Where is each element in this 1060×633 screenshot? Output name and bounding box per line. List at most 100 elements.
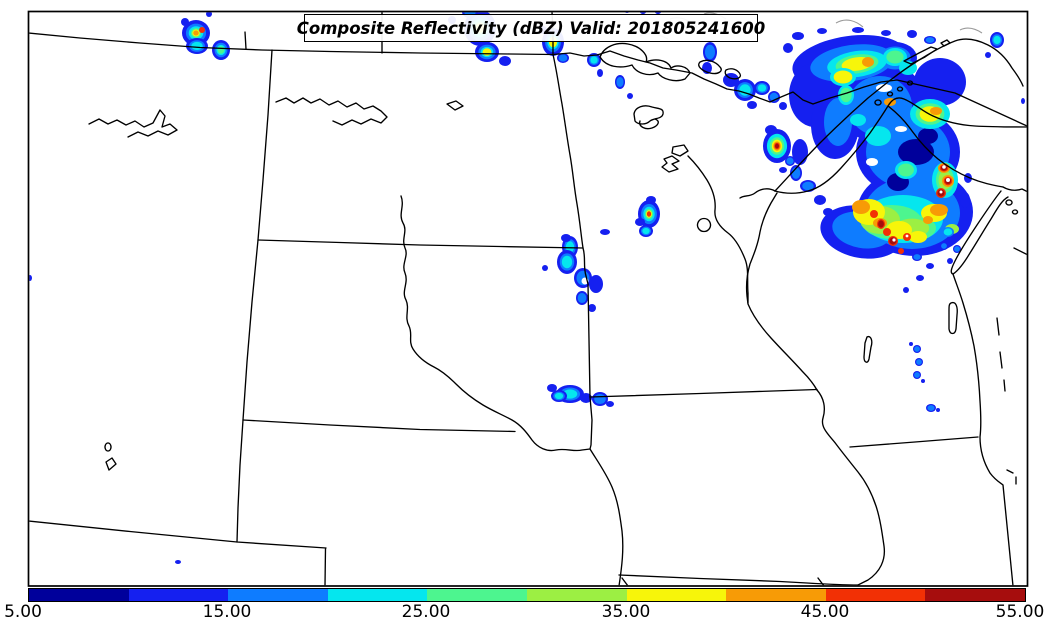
radar-echo	[852, 200, 870, 214]
radar-echo	[217, 46, 225, 54]
radar-echo	[561, 255, 573, 269]
radar-echo	[814, 195, 826, 205]
radar-echo	[558, 54, 568, 62]
geo-line	[948, 301, 958, 335]
geo-line	[816, 389, 886, 586]
radar-echo	[925, 37, 935, 43]
radar-echo	[792, 32, 804, 40]
radar-echo	[926, 263, 934, 269]
geo-line	[236, 49, 273, 543]
radar-echo	[588, 304, 596, 312]
radar-echo	[916, 275, 924, 281]
radar-echo	[876, 84, 892, 92]
geo-line	[242, 419, 516, 433]
radar-echo	[898, 248, 904, 254]
radar-echo	[886, 50, 904, 64]
geo-line	[671, 144, 689, 157]
geo-line	[275, 97, 388, 126]
geo-line	[29, 32, 554, 56]
radar-echo	[892, 238, 896, 242]
radar-echo	[646, 211, 652, 217]
radar-echo	[786, 157, 794, 165]
colorbar-segment	[726, 589, 826, 601]
radar-echo	[898, 163, 914, 177]
colorbar-segment	[925, 589, 1025, 601]
radar-echo	[655, 12, 661, 14]
radar-echo	[942, 165, 946, 169]
geo-line	[621, 577, 825, 586]
radar-echo	[191, 41, 203, 51]
geo-line	[633, 105, 664, 130]
radar-echo	[866, 158, 878, 166]
radar-echo	[193, 30, 199, 36]
geo-line	[661, 155, 680, 173]
colorbar	[28, 588, 1026, 602]
geo-line	[589, 396, 624, 586]
radar-echo	[964, 173, 972, 183]
colorbar-segment	[427, 589, 527, 601]
geo-line	[400, 195, 591, 452]
radar-echo	[565, 241, 575, 253]
radar-echo	[757, 84, 767, 92]
geo-line	[745, 192, 818, 391]
geo-line	[552, 50, 1027, 127]
radar-echo	[606, 401, 614, 407]
radar-echo	[954, 246, 960, 252]
radar-echo	[936, 408, 940, 412]
radar-echo	[907, 30, 917, 38]
geo-line	[589, 388, 818, 398]
geo-line	[446, 100, 464, 111]
radar-echo-layer	[29, 12, 1025, 564]
radar-echo	[898, 139, 934, 165]
radar-echo	[993, 35, 1001, 45]
radar-echo	[941, 243, 947, 249]
radar-echo	[862, 57, 874, 67]
radar-echo	[747, 101, 757, 109]
radar-echo	[181, 18, 189, 26]
radar-echo	[914, 346, 920, 352]
radar-echo	[909, 342, 913, 346]
radar-echo	[765, 125, 777, 135]
radar-echo	[547, 384, 557, 392]
radar-echo	[627, 93, 633, 99]
radar-echo	[1021, 98, 1025, 104]
radar-echo	[881, 30, 891, 36]
radar-echo	[792, 139, 808, 165]
state-borders-and-lakes	[29, 12, 1027, 586]
geo-line	[698, 59, 742, 80]
radar-echo	[704, 44, 716, 60]
radar-echo	[783, 43, 793, 53]
radar-echo	[739, 84, 751, 96]
geo-line	[1005, 199, 1019, 215]
radar-echo	[646, 196, 656, 204]
radar-echo	[930, 107, 942, 115]
radar-echo	[594, 393, 606, 405]
radar-echo	[914, 58, 966, 106]
colorbar-tick-label: 45.00	[800, 602, 850, 622]
plot-title: Composite Reflectivity (dBZ) Valid: 2018…	[296, 18, 766, 38]
radar-echo	[903, 287, 909, 293]
radar-echo	[895, 126, 907, 132]
radar-echo	[960, 192, 970, 208]
geo-line	[996, 317, 1017, 485]
radar-echo	[850, 114, 866, 126]
radar-echo	[482, 48, 492, 56]
colorbar-segment	[526, 589, 627, 601]
radar-echo	[554, 392, 564, 400]
radar-echo	[870, 210, 878, 218]
geo-line	[257, 239, 584, 249]
geo-line	[29, 520, 327, 586]
radar-echo	[625, 12, 629, 13]
radar-echo	[840, 87, 852, 103]
radar-echo	[943, 228, 953, 236]
radar-echo	[597, 69, 603, 77]
geo-line	[696, 217, 712, 233]
colorbar-segment	[327, 589, 428, 601]
colorbar-tick-label: 55.00	[995, 602, 1045, 622]
radar-echo	[499, 56, 511, 66]
radar-echo	[206, 12, 212, 17]
colorbar-tick-label: 5.00	[4, 602, 42, 622]
radar-echo	[29, 275, 32, 281]
